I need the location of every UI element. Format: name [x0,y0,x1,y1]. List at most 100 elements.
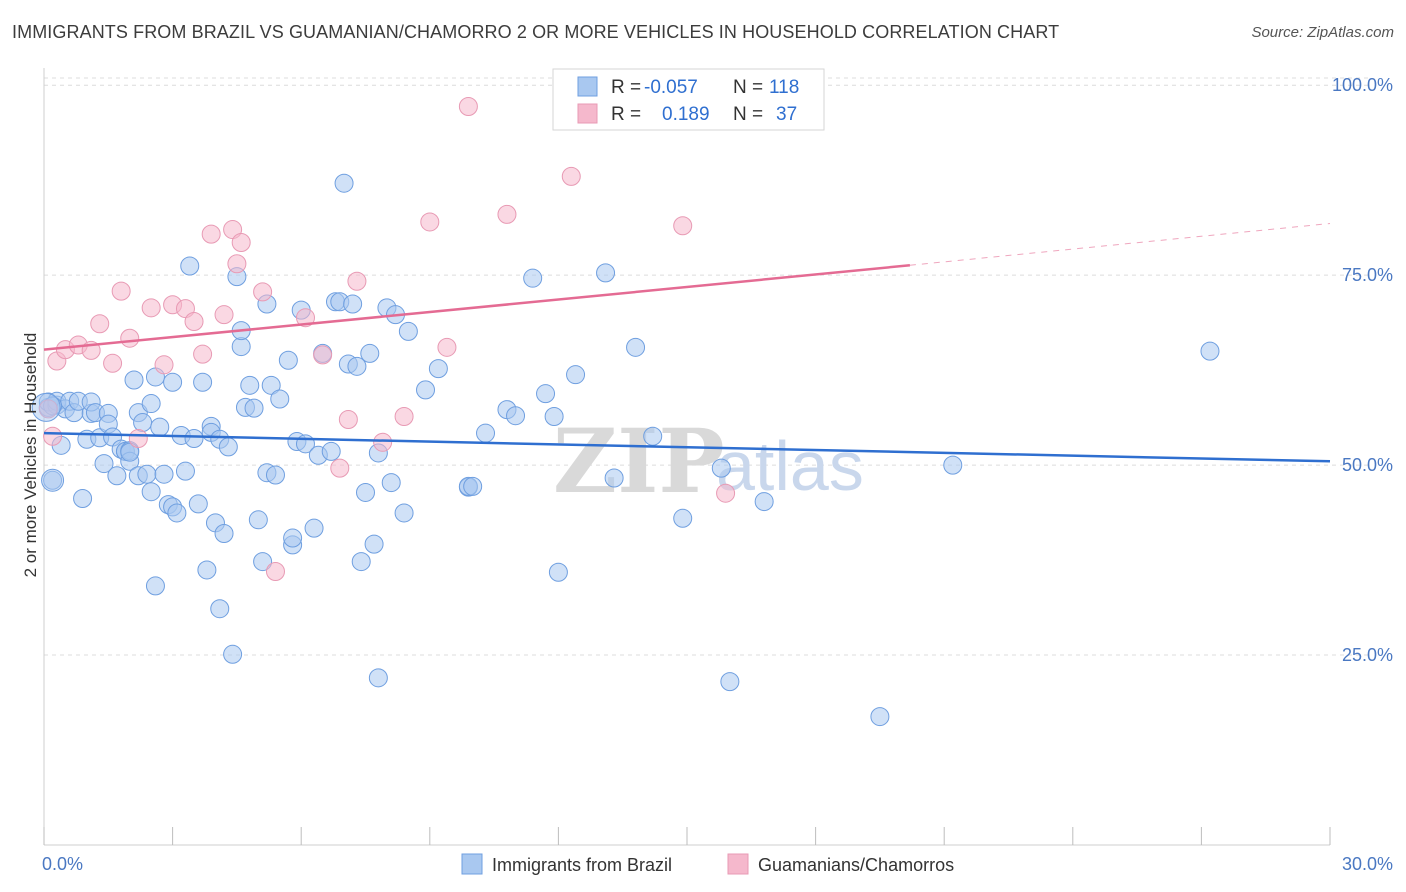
point-series0-67 [261,375,281,395]
point-series1-23 [265,561,285,581]
point-series0-101 [476,423,496,443]
trend-line-guamanian [43,264,911,351]
y-tick-label-75: 75.0% [1342,265,1393,285]
point-series1-24 [295,308,315,328]
point-series1-9 [120,328,140,348]
point-series0-95 [398,321,418,341]
point-series0-26 [120,442,140,462]
point-series0-87 [356,482,375,502]
point-series1-1 [43,426,63,446]
legend-r-value-brazil: -0.057 [644,77,698,98]
point-series0-106 [544,406,564,426]
point-series0-115 [720,672,740,692]
point-series1-37 [673,216,693,236]
point-series0-54 [214,523,234,543]
point-series0-119 [1200,341,1220,361]
point-series1-32 [437,337,457,357]
point-series0-70 [278,350,298,370]
point-series1-29 [373,432,393,452]
source-credit: Source: ZipAtlas.com [1251,24,1394,41]
point-series0-88 [360,343,380,363]
point-series0-40 [163,372,183,392]
y-tick-labels: 25.0% 50.0% 75.0% 100.0% [1332,75,1393,665]
point-series0-113 [673,508,693,528]
point-series1-8 [111,281,131,301]
data-points [31,96,1220,727]
point-series0-45 [184,429,204,449]
point-series0-103 [506,406,526,426]
point-series0-34 [145,576,165,596]
point-series0-43 [175,461,195,481]
point-cluster-large-1 [41,468,65,492]
legend-n-value-guamanian: 37 [776,104,797,125]
point-series0-53 [210,599,230,619]
point-series0-55 [218,437,238,457]
point-series0-120 [368,668,388,688]
point-series1-26 [330,458,350,478]
point-series0-64 [253,552,273,572]
point-series0-104 [523,268,543,288]
watermark-atlas: atlas [716,427,864,505]
legend-n-value-brazil: 118 [769,77,799,98]
point-series1-20 [231,232,251,252]
point-series0-44 [180,256,200,276]
point-series1-10 [128,429,148,449]
legend-n-label-guamanian: N = [733,104,763,125]
x-tick-label-min: 0.0% [42,854,83,874]
point-series0-94 [394,503,414,523]
point-series0-10 [73,489,93,509]
point-series1-36 [716,483,736,503]
point-series1-34 [497,204,517,224]
trend-lines [43,222,1331,463]
bottom-legend-swatch-guamanian [727,853,749,875]
point-series0-86 [351,552,371,572]
point-series0-89 [364,534,384,554]
legend-r-value-guamanian: 0.189 [662,104,710,125]
point-series0-114 [711,458,731,478]
legend-swatch-brazil [577,76,598,97]
point-series0-31 [137,464,157,484]
point-series0-107 [548,562,568,582]
point-series0-47 [193,372,213,392]
point-series0-16 [94,454,114,474]
point-series0-61 [240,375,260,395]
point-series0-69 [270,389,290,409]
point-series1-35 [561,166,581,186]
point-series0-96 [416,380,436,400]
point-series0-30 [133,413,153,433]
legend-swatch-guamanian [577,103,598,124]
watermark: ZIP atlas [553,409,864,513]
point-series0-109 [596,263,616,283]
point-series0-62 [244,398,264,418]
point-series0-58 [231,337,251,357]
point-series0-97 [428,359,448,379]
chart-title: IMMIGRANTS FROM BRAZIL VS GUAMANIAN/CHAM… [12,22,1060,42]
point-series0-27 [124,370,144,390]
y-axis-label: 2 or more Vehicles in Household [21,333,40,578]
point-series0-20 [107,466,127,486]
point-series0-56 [223,644,243,664]
point-series0-100 [463,476,483,496]
y-tick-label-25: 25.0% [1342,645,1393,665]
point-series0-36 [150,417,170,437]
trend-line-guamanian-extension [909,222,1331,266]
point-series1-30 [394,406,414,426]
point-series1-33 [458,96,478,116]
point-series1-31 [420,212,440,232]
point-series0-92 [381,473,401,493]
point-series0-105 [536,384,556,404]
point-series0-72 [283,528,303,548]
point-series1-6 [90,314,110,334]
point-series0-118 [943,455,963,475]
bottom-legend-label-guamanian: Guamanians/Chamorros [758,855,954,875]
point-series0-110 [604,468,624,488]
point-series0-41 [167,503,187,523]
point-series0-46 [188,494,208,514]
point-series0-84 [343,294,363,314]
x-tick-label-max: 30.0% [1342,854,1393,874]
point-series1-18 [214,305,234,325]
legend-bottom: Immigrants from Brazil Guamanians/Chamor… [461,853,954,875]
point-series0-82 [334,173,354,193]
y-tick-label-100: 100.0% [1332,75,1393,95]
